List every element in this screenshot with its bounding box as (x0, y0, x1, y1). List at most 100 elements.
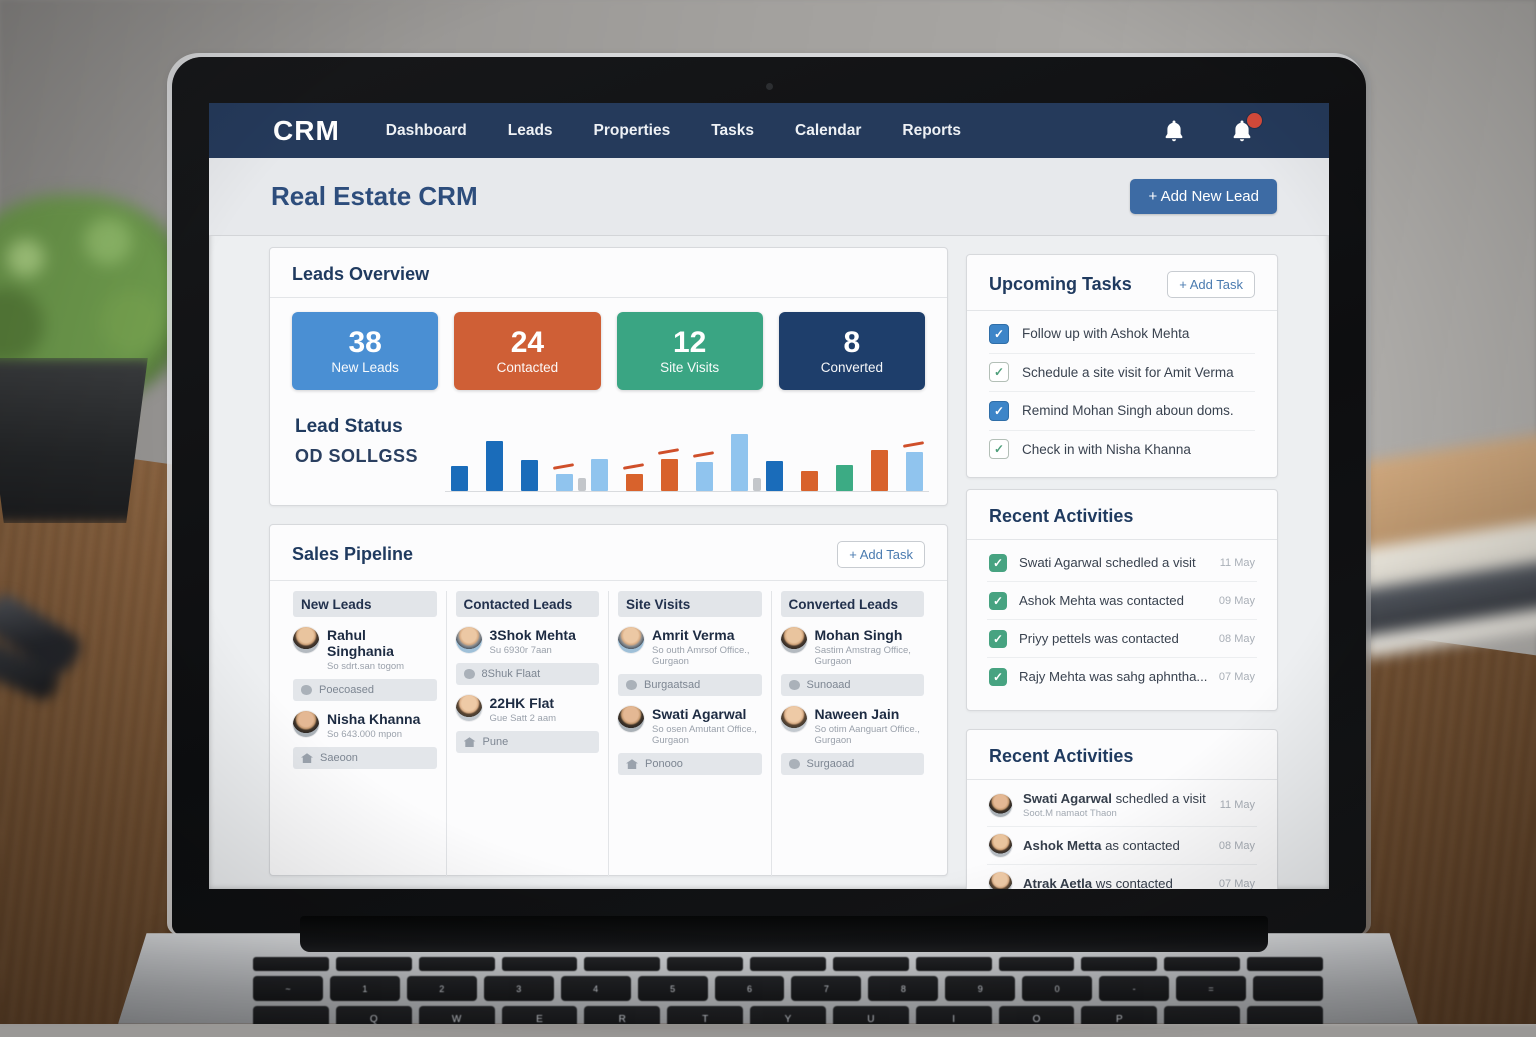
task-row[interactable]: Remind Mohan Singh aboun doms. (989, 391, 1255, 430)
checkbox-checked-icon[interactable] (989, 400, 1009, 421)
task-row[interactable]: Follow up with Ashok Mehta (989, 315, 1255, 353)
nav-item-dashboard[interactable]: Dashboard (385, 121, 467, 139)
lead-card[interactable]: 22HK Flat Gue Satt 2 aam Pune (455, 695, 599, 754)
chart-bar (591, 459, 608, 491)
nav-item-reports[interactable]: Reports (902, 121, 961, 139)
lead-subtitle: Gue Satt 2 aam (489, 713, 557, 725)
activity-text: Priyy pettels was contacted (1019, 631, 1179, 646)
lead-name: Swati Agarwal (652, 706, 747, 723)
keyboard-key: Q (335, 1006, 412, 1024)
activity-text: schedled a visit (1111, 791, 1206, 806)
keyboard-key: ~ (253, 976, 323, 1001)
chart-bar-group (451, 441, 575, 491)
activity-text: Ashok Mehta was contacted (1019, 593, 1184, 608)
lead-card[interactable]: Nisha Khanna So 643.000 mpon Saeoon (293, 711, 437, 770)
chart-bar (486, 441, 503, 491)
nav-item-leads[interactable]: Leads (507, 121, 553, 139)
stat-value: 12 (672, 325, 707, 359)
keyboard-key (1247, 957, 1323, 971)
lead-tag: Pune (455, 731, 599, 754)
chart-bar (731, 434, 748, 491)
stat-site-visits[interactable]: 12 Site Visits (616, 312, 763, 390)
lead-name: 22HK Flat (489, 695, 555, 712)
lead-tag: 8Shuk Flaat (455, 663, 599, 686)
nav-item-properties[interactable]: Properties (593, 121, 671, 139)
stat-new-leads[interactable]: 38 New Leads (292, 312, 439, 390)
activity-row[interactable]: Swati Agarwal schedled a visit 11 May (987, 544, 1257, 581)
stat-contacted[interactable]: 24 Contacted (454, 312, 601, 390)
keyboard-key (1164, 957, 1241, 971)
chart-bar (521, 460, 538, 491)
keyboard-fn-row (253, 957, 1323, 971)
house-icon (626, 759, 638, 770)
chart-labels: Lead Status OD SOLLGSS (295, 416, 445, 492)
sales-pipeline-card: Sales Pipeline + Add Task New Leads Rahu… (269, 524, 948, 877)
recent-activities-card-2: Recent Activities Swati Agarwal schedled… (966, 729, 1278, 889)
lead-card[interactable]: Amrit Verma So outh Amrsof Office., Gurg… (618, 627, 762, 697)
activity-row[interactable]: Rajy Mehta was sahg aphntha... 07 May (987, 657, 1257, 695)
keyboard-key: 5 (637, 976, 708, 1001)
keyboard-key: Y (750, 1006, 826, 1024)
lead-card[interactable]: Swati Agarwal So osen Amutant Office., G… (618, 706, 762, 776)
lead-subtitle: So osen Amutant Office., Gurgaon (652, 724, 757, 747)
lead-card[interactable]: Mohan Singh Sastim Amstrag Office, Gurga… (780, 627, 924, 697)
activity-list: Swati Agarwal schedled a visit 11 May As… (967, 540, 1277, 695)
lead-subtitle: So outh Amrsof Office., Gurgaon (652, 645, 750, 668)
tasks-add-task-button[interactable]: + Add Task (1167, 271, 1255, 298)
keyboard-key (335, 957, 412, 971)
activity-person-name: Swati Agarwal (1023, 791, 1112, 806)
alerts-bell-icon[interactable] (1231, 112, 1262, 143)
add-new-lead-button[interactable]: + Add New Lead (1130, 179, 1277, 214)
chart-bar (766, 461, 783, 491)
laptop-screen-bezel: CRM Dashboard Leads Properties Tasks Cal… (172, 57, 1366, 935)
dot-icon (788, 759, 800, 770)
avatar (780, 706, 807, 733)
chart-bar-group (591, 434, 748, 491)
chart-marker-dash (622, 463, 645, 470)
chart-bar (657, 448, 680, 491)
activity-row[interactable]: Swati Agarwal schedled a visit Soot.M na… (987, 784, 1257, 826)
keyboard-key: 8 (868, 976, 939, 1001)
lead-subtitle: Su 6930r 7aan (489, 645, 552, 657)
lead-name: Mohan Singh (814, 627, 903, 643)
lead-card[interactable]: Rahul Singhania So sdrt.san togom Poecoa… (293, 627, 437, 702)
activity-date: 11 May (1219, 799, 1255, 811)
lead-card[interactable]: Naween Jain So otim Aanguart Office., Gu… (780, 706, 924, 776)
lead-tag: Surgaoad (780, 753, 924, 776)
lead-name: 3Shok Mehta (489, 627, 576, 643)
activity-row[interactable]: Ashok Mehta was contacted 09 May (987, 581, 1257, 619)
avatar (618, 627, 644, 653)
activity-row[interactable]: Atrak Aetla ws contacted 07 May (987, 864, 1257, 889)
chart-subtitle: OD SOLLGSS (295, 446, 419, 466)
chart-marker-dash (902, 441, 925, 448)
pipeline-add-task-button[interactable]: + Add Task (837, 541, 925, 568)
checkbox-checked-icon[interactable] (989, 362, 1009, 383)
house-icon (463, 737, 476, 748)
avatar (989, 834, 1012, 857)
stat-converted[interactable]: 8 Converted (778, 312, 925, 390)
activity-row[interactable]: Ashok Metta as contacted 08 May (987, 826, 1257, 864)
nav-item-calendar[interactable]: Calendar (795, 121, 862, 139)
checkbox-checked-icon[interactable] (989, 323, 1009, 344)
stat-label: Contacted (496, 360, 559, 376)
checkbox-checked-icon[interactable] (989, 439, 1009, 460)
activity-text: Rajy Mehta was sahg aphntha... (1019, 669, 1207, 684)
laptop-display: CRM Dashboard Leads Properties Tasks Cal… (209, 103, 1329, 889)
activity-row[interactable]: Priyy pettels was contacted 08 May (987, 619, 1257, 657)
task-label: Remind Mohan Singh aboun doms. (1022, 403, 1234, 419)
upcoming-tasks-header: Upcoming Tasks + Add Task (967, 255, 1277, 311)
notification-bell-icon[interactable] (1163, 119, 1185, 143)
crm-logo: CRM (273, 114, 340, 146)
nav-item-tasks[interactable]: Tasks (711, 121, 755, 139)
avatar (455, 627, 482, 653)
lead-subtitle: So 643.000 mpon (327, 729, 403, 741)
activity-date: 07 May (1218, 877, 1255, 890)
lead-subtitle: So otim Aanguart Office., Gurgaon (814, 724, 920, 747)
task-row[interactable]: Schedule a site visit for Amit Verma (989, 352, 1255, 392)
chart-bar (552, 463, 575, 491)
recent-activities-header: Recent Activities (967, 490, 1277, 540)
lead-name: Amrit Verma (652, 627, 735, 643)
lead-card[interactable]: 3Shok Mehta Su 6930r 7aan 8Shuk Flaat (455, 627, 599, 686)
task-row[interactable]: Check in with Nisha Khanna (989, 429, 1255, 469)
